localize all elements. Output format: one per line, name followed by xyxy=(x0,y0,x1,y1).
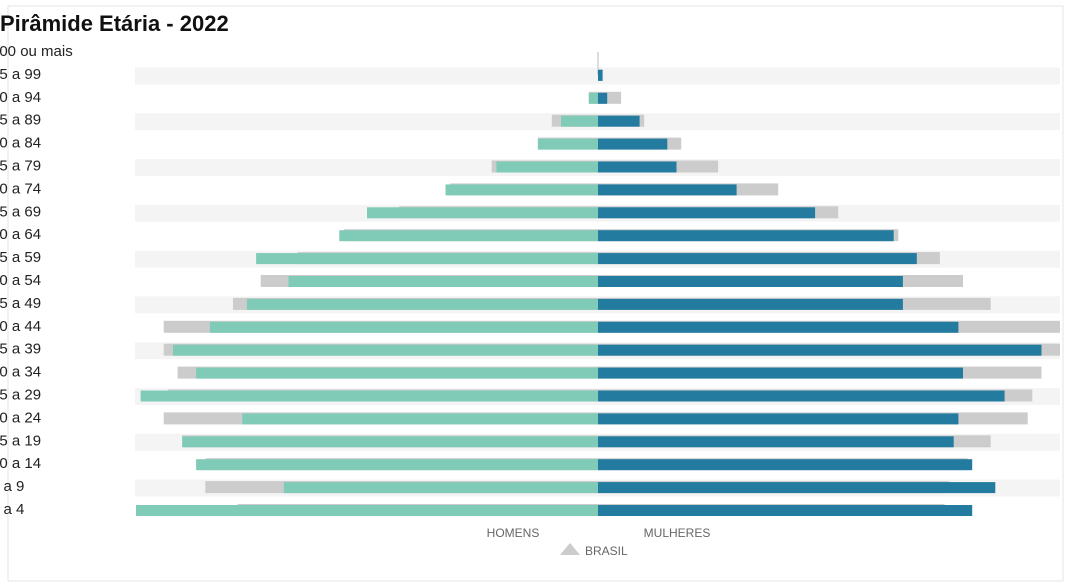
bar-homens xyxy=(537,138,598,150)
category-label: 95 a 99 xyxy=(0,66,41,83)
bar-mulheres xyxy=(598,253,917,265)
bar-mulheres xyxy=(598,115,640,127)
bar-mulheres xyxy=(598,436,954,448)
category-labels: 100 ou mais 95 a 99 90 a 94 85 a 89 80 a 84 7… xyxy=(0,43,73,518)
bar-mulheres xyxy=(598,230,894,242)
bar-homens xyxy=(182,436,598,448)
category-label: 70 a 74 xyxy=(0,180,41,197)
bar-homens xyxy=(283,482,598,494)
row-band xyxy=(135,67,1060,85)
bar-mulheres xyxy=(598,138,668,150)
bar-homens xyxy=(256,253,598,265)
bar-homens xyxy=(173,344,598,356)
category-label: 45 a 49 xyxy=(0,295,41,312)
legend: HOMENS MULHERES BRASIL xyxy=(487,526,711,558)
category-label: 100 ou mais xyxy=(0,43,73,60)
bar-homens xyxy=(242,413,599,425)
bar-homens xyxy=(339,230,598,242)
category-label: 10 a 14 xyxy=(0,455,41,472)
category-label: 25 a 29 xyxy=(0,387,41,404)
legend-brasil: BRASIL xyxy=(585,544,628,558)
bar-mulheres xyxy=(598,505,973,516)
bar-homens xyxy=(496,161,598,173)
category-label: 50 a 54 xyxy=(0,272,41,289)
legend-brasil-triangle-icon xyxy=(560,543,580,555)
bar-mulheres xyxy=(598,92,608,104)
bar-mulheres xyxy=(598,276,903,287)
bar-mulheres xyxy=(598,161,677,173)
category-label: 80 a 84 xyxy=(0,135,41,152)
bar-mulheres xyxy=(598,298,903,310)
bar-mulheres xyxy=(598,413,959,425)
bar-mulheres xyxy=(598,69,603,81)
category-label: 0 a 4 xyxy=(0,501,24,518)
bar-homens xyxy=(288,276,598,287)
category-label: 20 a 24 xyxy=(0,409,41,426)
category-label: 5 a 9 xyxy=(0,478,24,495)
bar-homens xyxy=(588,92,598,104)
category-label: 65 a 69 xyxy=(0,203,41,220)
bar-homens xyxy=(209,321,598,333)
category-label: 15 a 19 xyxy=(0,432,41,449)
chart-title: Pirâmide Etária - 2022 xyxy=(0,11,229,36)
category-label: 75 a 79 xyxy=(0,158,41,175)
bar-homens xyxy=(561,115,598,127)
category-label: 90 a 94 xyxy=(0,89,41,106)
bar-homens xyxy=(246,298,598,310)
bar-mulheres xyxy=(598,184,737,196)
bar-mulheres xyxy=(598,207,816,219)
legend-mulheres: MULHERES xyxy=(644,526,711,540)
bar-mulheres xyxy=(598,459,973,471)
category-label: 30 a 34 xyxy=(0,364,41,381)
category-label: 55 a 59 xyxy=(0,249,41,266)
category-label: 85 a 89 xyxy=(0,112,41,129)
bar-mulheres xyxy=(598,344,1042,356)
bar-mulheres xyxy=(598,367,963,379)
bar-homens xyxy=(196,459,598,471)
category-label: 35 a 39 xyxy=(0,341,41,358)
category-label: 40 a 44 xyxy=(0,318,41,335)
legend-homens: HOMENS xyxy=(487,526,540,540)
bars-layer xyxy=(136,52,1060,516)
bar-homens xyxy=(196,367,598,379)
bar-mulheres xyxy=(598,321,959,333)
bar-homens xyxy=(445,184,598,196)
bar-mulheres xyxy=(598,390,1005,402)
bar-homens xyxy=(136,505,598,516)
bar-homens xyxy=(140,390,598,402)
category-label: 60 a 64 xyxy=(0,226,41,243)
bar-mulheres xyxy=(598,482,996,494)
bar-homens xyxy=(367,207,598,219)
